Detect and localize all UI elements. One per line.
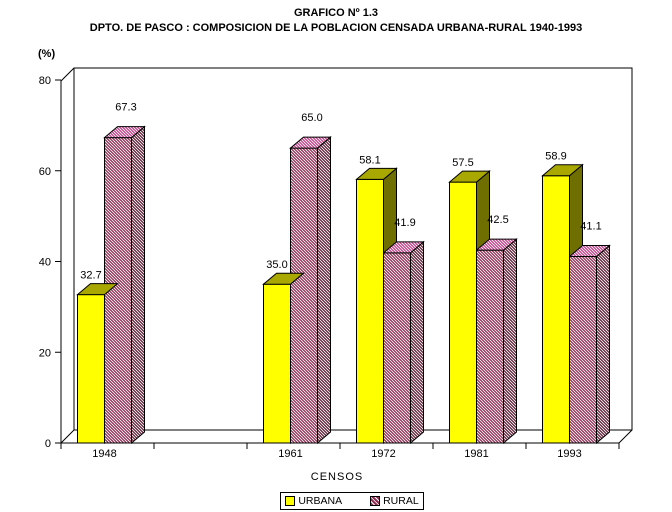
bar-rural-top-1972 [382, 241, 425, 254]
legend-item-urbana: URBANA [285, 496, 342, 507]
value-label-rural: 42.5 [487, 214, 508, 226]
chart-title: GRAFICO Nº 1.3 [294, 7, 378, 19]
x-axis-title: CENSOS [311, 471, 363, 483]
value-label-rural: 41.1 [580, 221, 601, 233]
x-category-label: 1961 [278, 448, 302, 460]
value-label-rural: 67.3 [115, 102, 136, 114]
y-tick-label: 0 [45, 438, 51, 450]
value-label-rural: 65.0 [301, 112, 322, 124]
bar-rural-side-1961 [317, 135, 331, 445]
value-label-urbana: 35.0 [266, 259, 287, 271]
legend: URBANA RURAL [280, 492, 424, 510]
axes-frame [55, 67, 633, 449]
bar-urbana-top-1981 [448, 170, 491, 183]
bar-rural-top-1961 [289, 136, 332, 149]
rural-swatch [370, 496, 381, 506]
y-axis-unit-label: (%) [38, 48, 55, 60]
legend-item-rural: RURAL [370, 496, 419, 507]
bar-urbana-1981 [449, 181, 477, 444]
bar-urbana-top-1948 [76, 283, 119, 296]
bar-urbana-1972 [356, 178, 384, 444]
bar-rural-side-1981 [503, 238, 517, 445]
value-label-urbana: 57.5 [452, 157, 473, 169]
bar-rural-1972 [383, 252, 411, 444]
plot-frame-lines [60, 67, 633, 444]
x-category-label: 1948 [92, 448, 116, 460]
bar-urbana-1948 [77, 294, 105, 444]
legend-label-urbana: URBANA [298, 494, 343, 507]
bar-rural-top-1948 [103, 126, 146, 139]
y-tick-label: 40 [39, 257, 51, 269]
x-category-label: 1972 [371, 448, 395, 460]
bar-rural-side-1948 [131, 125, 145, 445]
bar-rural-side-1972 [410, 240, 424, 445]
bar-rural-1993 [569, 256, 597, 444]
y-tick-label: 80 [39, 75, 51, 87]
chart-subtitle: DPTO. DE PASCO : COMPOSICION DE LA POBLA… [90, 22, 582, 34]
bar-rural-1961 [290, 147, 318, 444]
bar-urbana-top-1972 [355, 167, 398, 180]
value-label-urbana: 58.1 [359, 154, 380, 166]
bar-urbana-1993 [542, 175, 570, 444]
bar-rural-side-1993 [596, 244, 610, 445]
x-category-label: 1981 [464, 448, 488, 460]
bar-rural-1981 [476, 249, 504, 444]
urbana-swatch [285, 496, 296, 506]
value-label-urbana: 58.9 [545, 151, 566, 163]
y-tick-label: 20 [39, 347, 51, 359]
bar-urbana-1961 [263, 283, 291, 444]
y-tick-label: 60 [39, 166, 51, 178]
bar-urbana-top-1961 [262, 272, 305, 285]
labels-layer: 0 20 40 60 80 32.7 67.3 1948 35.0 65.0 1961 58.1 41.… [39, 75, 602, 460]
x-category-label: 1993 [557, 448, 581, 460]
value-label-urbana: 32.7 [80, 270, 101, 282]
bar-urbana-top-1993 [541, 164, 584, 177]
legend-label-rural: RURAL [383, 494, 419, 507]
bars-layer [76, 125, 611, 445]
bar-rural-top-1981 [475, 238, 518, 251]
bar-rural-top-1993 [568, 245, 611, 258]
value-label-rural: 41.9 [394, 217, 415, 229]
